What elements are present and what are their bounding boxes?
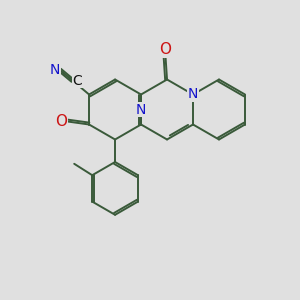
Text: O: O: [56, 114, 68, 129]
Text: N: N: [50, 63, 60, 77]
Text: N: N: [136, 103, 146, 116]
Text: N: N: [188, 88, 198, 101]
Text: C: C: [73, 74, 82, 88]
Text: O: O: [160, 42, 172, 57]
